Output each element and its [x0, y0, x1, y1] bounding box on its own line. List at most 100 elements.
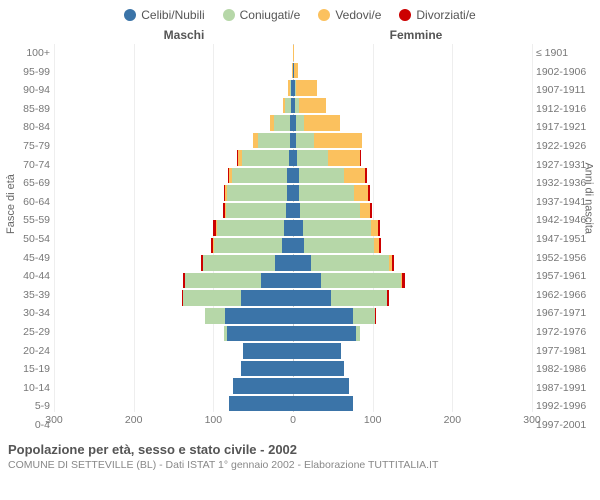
y-left-title: Fasce di età: [5, 174, 17, 234]
male-bar: [54, 185, 293, 201]
year-tick: 1952-1956: [536, 249, 592, 268]
segment: [378, 220, 380, 236]
pyramid-row: [54, 202, 532, 220]
pyramid-row: [54, 254, 532, 272]
segment: [328, 150, 360, 166]
female-bar: [293, 308, 532, 324]
female-bar: [293, 220, 532, 236]
segment: [258, 133, 290, 149]
segment: [294, 63, 298, 79]
year-tick: 1997-2001: [536, 416, 592, 435]
segment: [296, 80, 317, 96]
segment: [344, 168, 365, 184]
pyramid-row: [54, 237, 532, 255]
legend-item: Celibi/Nubili: [124, 8, 204, 22]
segment: [356, 326, 360, 342]
segment: [375, 308, 376, 324]
male-bar: [54, 238, 293, 254]
age-tick: 15-19: [8, 360, 50, 379]
segment: [331, 290, 387, 306]
year-tick: 1982-1986: [536, 360, 592, 379]
age-tick: 35-39: [8, 286, 50, 305]
male-bar: [54, 203, 293, 219]
chart-title: Popolazione per età, sesso e stato civil…: [8, 442, 592, 457]
segment: [299, 185, 355, 201]
male-bar: [54, 361, 293, 377]
segment: [284, 220, 293, 236]
age-tick: 80-84: [8, 118, 50, 137]
male-bar: [54, 98, 293, 114]
segment: [293, 396, 353, 412]
segment: [286, 203, 293, 219]
male-bar: [54, 290, 293, 306]
segment: [293, 238, 304, 254]
segment: [370, 203, 372, 219]
x-tick: 200: [125, 414, 143, 426]
x-tick: 200: [444, 414, 462, 426]
year-tick: 1962-1966: [536, 286, 592, 305]
male-bar: [54, 220, 293, 236]
year-tick: 1987-1991: [536, 379, 592, 398]
segment: [293, 255, 311, 271]
female-bar: [293, 378, 532, 394]
segment: [304, 238, 374, 254]
plot-area: Fasce di età Anni di nascita 100+95-9990…: [8, 44, 592, 436]
segment: [296, 115, 304, 131]
segment: [293, 45, 294, 61]
legend-label: Coniugati/e: [240, 8, 301, 22]
legend-dot: [399, 9, 411, 21]
pyramid-row: [54, 325, 532, 343]
year-tick: 1912-1916: [536, 100, 592, 119]
pyramid-chart: Celibi/NubiliConiugati/eVedovi/eDivorzia…: [0, 0, 600, 500]
pyramid-row: [54, 184, 532, 202]
pyramid-row: [54, 167, 532, 185]
segment: [232, 168, 288, 184]
pyramid-row: [54, 149, 532, 167]
grid-line: [532, 44, 533, 412]
legend-label: Divorziati/e: [416, 8, 475, 22]
female-bar: [293, 133, 532, 149]
female-bar: [293, 396, 532, 412]
age-tick: 95-99: [8, 63, 50, 82]
year-tick: 1992-1996: [536, 397, 592, 416]
age-tick: 70-74: [8, 156, 50, 175]
female-bar: [293, 290, 532, 306]
chart-body: 3002001000100200300: [54, 44, 532, 436]
segment: [293, 378, 349, 394]
y-axis-age: 100+95-9990-9485-8980-8475-7970-7465-696…: [8, 44, 54, 436]
legend-item: Divorziati/e: [399, 8, 475, 22]
age-tick: 75-79: [8, 137, 50, 156]
segment: [293, 308, 353, 324]
x-tick: 100: [205, 414, 223, 426]
segment: [229, 396, 293, 412]
segment: [311, 255, 389, 271]
male-bar: [54, 308, 293, 324]
chart-subtitle: COMUNE DI SETTEVILLE (BL) - Dati ISTAT 1…: [8, 459, 592, 471]
segment: [205, 308, 225, 324]
y-axis-year: ≤ 19011902-19061907-19111912-19161917-19…: [532, 44, 592, 436]
age-tick: 20-24: [8, 342, 50, 361]
legend-dot: [124, 9, 136, 21]
legend: Celibi/NubiliConiugati/eVedovi/eDivorzia…: [8, 8, 592, 22]
legend-dot: [223, 9, 235, 21]
male-bar: [54, 80, 293, 96]
year-tick: 1907-1911: [536, 81, 592, 100]
pyramid-row: [54, 272, 532, 290]
male-bar: [54, 326, 293, 342]
segment: [274, 115, 290, 131]
year-tick: 1972-1976: [536, 323, 592, 342]
segment: [300, 203, 360, 219]
female-bar: [293, 343, 532, 359]
male-bar: [54, 343, 293, 359]
segment: [365, 168, 367, 184]
segment: [387, 290, 389, 306]
x-tick: 0: [290, 414, 296, 426]
male-bar: [54, 45, 293, 61]
pyramid-row: [54, 44, 532, 62]
segment: [227, 326, 293, 342]
segment: [293, 290, 331, 306]
year-tick: 1957-1961: [536, 267, 592, 286]
segment: [185, 273, 261, 289]
segment: [217, 220, 285, 236]
segment: [293, 343, 341, 359]
